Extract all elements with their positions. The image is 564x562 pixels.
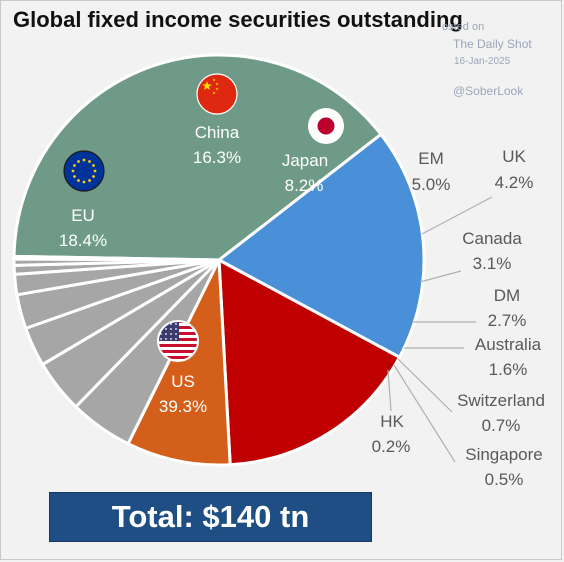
china-flag-icon [196,73,238,115]
leader-line-hk [387,369,392,412]
slice-value-china: 16.3% [193,148,241,167]
leader-line-singapore [393,364,456,463]
slice-value-singapore: 0.5% [485,470,524,489]
total-banner: Total: $140 tn [49,492,372,542]
pie-slice-eu [217,132,426,359]
leader-lines [387,196,493,463]
slice-value-eu: 18.4% [59,231,107,250]
slice-label-us: US [171,372,195,391]
pie-slice-china [217,258,401,467]
slice-value-canada: 3.1% [473,254,512,273]
slice-value-us: 39.3% [159,397,207,416]
slice-value-dm: 2.7% [488,311,527,330]
leader-line-canada [419,270,462,283]
slice-label-hk: HK [380,412,404,431]
slice-label-japan: Japan [282,151,328,170]
slice-labels: US 39.3% EU 18.4% China 16.3% Japan 8.2% EM 5.0% U… [59,123,545,489]
slice-value-uk: 4.2% [495,173,534,192]
slice-value-em: 5.0% [412,175,451,194]
source-posted-text: osted on [442,21,485,33]
slice-value-hk: 0.2% [372,437,411,456]
leader-line-switzerland [397,358,453,413]
slice-label-uk: UK [502,147,526,166]
slice-label-switzerland: Switzerland [457,391,545,410]
source-date: 16-Jan-2025 [454,56,511,67]
slice-value-australia: 1.6% [489,360,528,379]
slice-value-switzerland: 0.7% [482,416,521,435]
pie-slice-hk [12,254,221,262]
slice-label-singapore: Singapore [465,445,543,464]
slice-label-china: China [195,123,240,142]
pie-slice-japan [126,258,232,467]
leader-line-uk [421,196,493,235]
slice-label-canada: Canada [462,229,522,248]
pie-slice-us [12,53,383,262]
chart-title: Global fixed income securities outstandi… [13,7,463,32]
eu-flag-icon [63,150,105,192]
japan-flag-icon [308,108,344,144]
source-handle: @SoberLook [453,84,524,98]
pie-slices [12,53,426,467]
slice-label-eu: EU [71,206,95,225]
slice-label-dm: DM [494,286,520,305]
source-name: The Daily Shot [453,37,532,51]
flag-icons [63,73,344,362]
slice-label-australia: Australia [475,335,542,354]
us-flag-icon [157,320,199,362]
slice-label-em: EM [418,149,444,168]
slice-value-japan: 8.2% [285,176,324,195]
